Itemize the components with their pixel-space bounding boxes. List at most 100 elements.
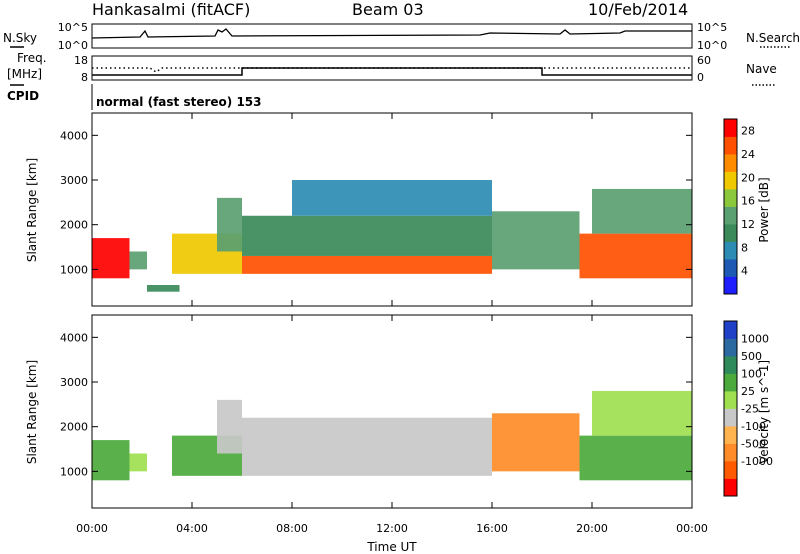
nave-tick-top: 60: [697, 54, 711, 67]
y-tick-label: 1000: [60, 465, 88, 478]
echo-region: [579, 435, 692, 481]
colorbar-tick-label: -100: [741, 420, 766, 433]
x-tick-label: 00:00: [76, 522, 108, 535]
freq-label: Freq.: [17, 51, 47, 65]
colorbar-tick-label: 100: [741, 368, 762, 381]
colorbar-swatch: [724, 259, 737, 277]
nsearch-label: N.Search: [746, 31, 800, 45]
y-tick-label: 3000: [60, 376, 88, 389]
freq-line: [92, 67, 692, 76]
colorbar-swatch: [724, 276, 737, 295]
colorbar-swatch: [724, 373, 737, 392]
y-tick-label: 4000: [60, 129, 88, 142]
colorbar-swatch: [724, 443, 737, 462]
time-axis: 00:00 04:00 08:00 12:00 16:00 20:00 00:00: [76, 522, 708, 535]
colorbar-tick-label: 25: [741, 385, 755, 398]
colorbar-swatch: [724, 171, 737, 190]
nsky-tick-bottom-right: 10^0: [697, 39, 727, 52]
colorbar-tick-label: 28: [741, 125, 755, 138]
freq-unit-label: [MHz]: [7, 67, 42, 81]
nsky-tick-top-right: 10^5: [697, 21, 727, 34]
nsky-tick-bottom-left: 10^0: [58, 39, 88, 52]
station-title: Hankasalmi (fitACF): [92, 0, 250, 19]
colorbar-swatch: [724, 189, 737, 207]
colorbar-swatch: [724, 391, 737, 409]
colorbar-swatch: [724, 356, 737, 374]
colorbar-swatch: [724, 461, 737, 479]
x-tick-label: 12:00: [376, 522, 408, 535]
x-tick-label: 04:00: [176, 522, 208, 535]
x-tick-label: 08:00: [276, 522, 308, 535]
colorbar-swatch: [724, 338, 737, 357]
echo-region: [92, 238, 130, 279]
colorbar-tick-label: 8: [741, 241, 748, 254]
nsky-line: [91, 28, 692, 39]
echo-region: [92, 440, 130, 481]
freq-tick-top: 18: [74, 54, 88, 67]
y-tick-label: 4000: [60, 331, 88, 344]
echo-region: [492, 211, 580, 270]
y-tick-label: 2000: [60, 219, 88, 232]
x-tick-label: 16:00: [476, 522, 508, 535]
cpid-label: CPID: [7, 89, 39, 103]
colorbar-swatch: [724, 119, 737, 137]
velocity-axes: 1000 2000 3000 4000: [60, 315, 693, 508]
colorbar-swatch: [724, 478, 737, 497]
colorbar-tick-label: 24: [741, 148, 755, 161]
date-title: 10/Feb/2014: [588, 0, 688, 19]
x-tick-label: 00:00: [676, 522, 708, 535]
nsky-label: N.Sky: [3, 31, 37, 45]
cpid-text: normal (fast stereo) 153: [96, 95, 262, 109]
echo-region: [592, 188, 692, 234]
colorbar-swatch: [724, 408, 737, 427]
power-colorbar: 4 8 12 16 20 24 28: [723, 118, 755, 295]
y-tick-label: 2000: [60, 421, 88, 434]
velocity-colorbar-label: Velocity [m s^-1]: [757, 360, 771, 464]
colorbar-tick-label: -25: [741, 403, 759, 416]
power-axes: 1000 2000 3000 4000: [60, 113, 693, 306]
echo-region: [592, 390, 692, 436]
colorbar-tick-label: 20: [741, 171, 755, 184]
colorbar-frame: [723, 320, 738, 497]
echo-region: [242, 417, 492, 476]
nave-line: [92, 67, 692, 73]
freq-tick-bottom: 8: [81, 71, 88, 84]
power-heatmap: [92, 180, 692, 292]
colorbar-swatch: [724, 224, 737, 242]
echo-region: [217, 399, 242, 454]
y-tick-label: 3000: [60, 174, 88, 187]
colorbar-tick-label: 500: [741, 350, 762, 363]
colorbar-tick-label: 4: [741, 265, 748, 278]
colorbar-swatch: [724, 426, 737, 444]
time-axis-label: Time UT: [366, 540, 417, 554]
echo-region: [579, 233, 692, 279]
colorbar-swatch: [724, 136, 737, 155]
velocity-heatmap: [92, 390, 692, 481]
beam-title: Beam 03: [352, 0, 424, 19]
echo-region: [242, 215, 492, 256]
x-tick-label: 20:00: [576, 522, 608, 535]
y-tick-label: 1000: [60, 263, 88, 276]
colorbar-swatch: [724, 321, 737, 339]
echo-region: [129, 453, 147, 472]
nsky-strip-frame: [91, 23, 693, 49]
echo-region: [147, 285, 180, 292]
velocity-colorbar: 1000 500 100 25 -25 -100 -500 -1000: [723, 320, 773, 497]
power-ylabel: Slant Range [km]: [25, 158, 39, 262]
nsky-tick-top-left: 10^5: [58, 21, 88, 34]
colorbar-tick-label: 16: [741, 195, 755, 208]
nave-tick-bottom: 0: [697, 71, 704, 84]
colorbar-swatch: [724, 206, 737, 225]
colorbar-swatch: [724, 241, 737, 260]
colorbar-swatch: [724, 154, 737, 172]
colorbar-tick-label: -500: [741, 438, 766, 451]
velocity-ylabel: Slant Range [km]: [25, 360, 39, 464]
echo-region: [492, 413, 580, 472]
echo-region: [292, 180, 492, 216]
colorbar-tick-label: 1000: [741, 333, 769, 346]
echo-region: [129, 251, 147, 270]
colorbar-frame: [723, 118, 738, 295]
colorbar-tick-label: 12: [741, 218, 755, 231]
nave-label: Nave: [746, 62, 777, 76]
